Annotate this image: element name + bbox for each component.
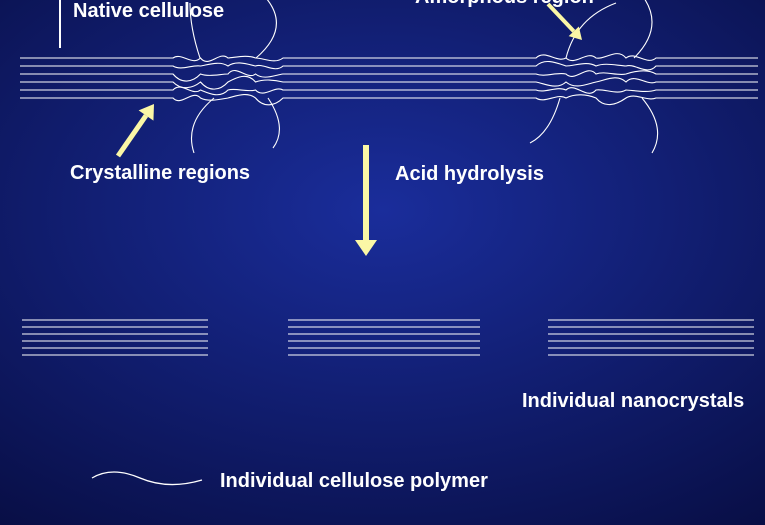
label-crystalline-regions: Crystalline regions [70, 162, 250, 185]
label-acid-hydrolysis: Acid hydrolysis [395, 163, 544, 186]
label-individual-nanocrystals: Individual nanocrystals [522, 390, 744, 413]
diagram-canvas [0, 0, 765, 525]
label-amorphous-region: Amorphous region [415, 0, 594, 9]
label-individual-polymer: Individual cellulose polymer [220, 470, 488, 493]
label-native-cellulose: Native cellulose [73, 0, 224, 23]
